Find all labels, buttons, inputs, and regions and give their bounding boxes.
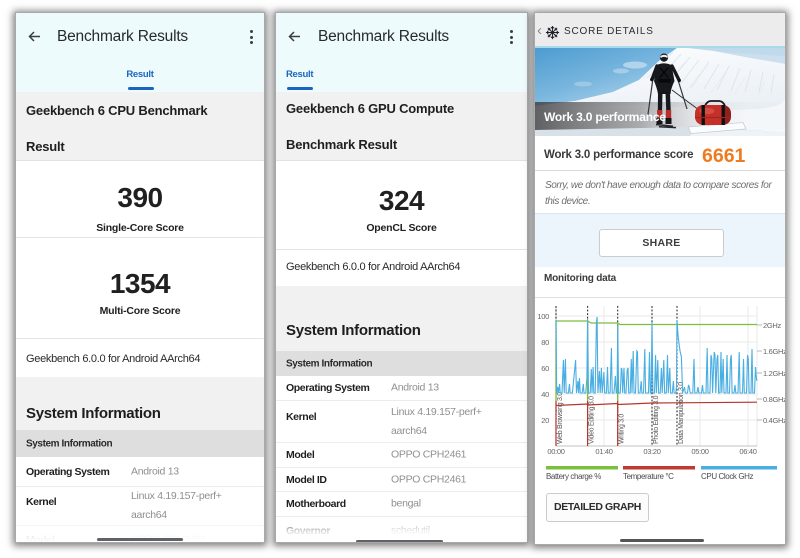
svg-text:40: 40 (541, 390, 549, 399)
svg-text:0.8GHz: 0.8GHz (763, 395, 785, 404)
svg-text:Work 3.0 performance: Work 3.0 performance (544, 110, 666, 124)
svg-text:03:20: 03:20 (643, 447, 660, 456)
svg-text:Video Editing 3.0: Video Editing 3.0 (589, 396, 596, 444)
svg-text:60: 60 (541, 364, 549, 373)
svg-text:Writing 3.0: Writing 3.0 (619, 414, 626, 444)
svg-text:00:00: 00:00 (547, 447, 564, 456)
svg-text:Temperature °C: Temperature °C (623, 472, 674, 481)
svg-text:2GHz: 2GHz (763, 321, 782, 330)
svg-text:100: 100 (537, 312, 549, 321)
svg-text:Photo Editing 3.0: Photo Editing 3.0 (653, 395, 660, 444)
svg-text:Web Browsing 3.0: Web Browsing 3.0 (557, 392, 564, 444)
svg-text:Data Manipulation 3.0: Data Manipulation 3.0 (678, 382, 685, 444)
svg-text:20: 20 (541, 416, 549, 425)
svg-text:0.4GHz: 0.4GHz (763, 416, 785, 425)
svg-text:1.6GHz: 1.6GHz (763, 347, 785, 356)
svg-text:01:40: 01:40 (595, 447, 612, 456)
svg-text:05:00: 05:00 (691, 447, 708, 456)
svg-text:Battery charge %: Battery charge % (546, 472, 601, 481)
svg-text:06:40: 06:40 (739, 447, 756, 456)
svg-text:1.2GHz: 1.2GHz (763, 369, 785, 378)
svg-text:CPU Clock GHz: CPU Clock GHz (701, 472, 754, 481)
svg-text:80: 80 (541, 338, 549, 347)
